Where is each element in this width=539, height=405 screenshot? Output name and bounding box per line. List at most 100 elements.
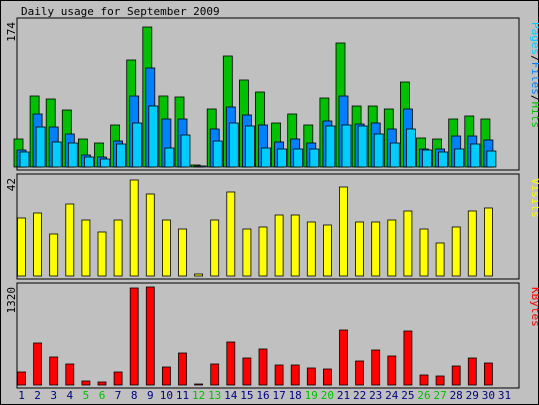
x-tick-label: 19 [305,389,318,402]
x-tick-label: 12 [192,389,205,402]
legend: Pages/Files/Hits [529,22,539,128]
bar-pages [357,125,368,168]
x-tick-label: 20 [321,389,334,402]
x-tick-label: 16 [256,389,269,402]
y-max-label: 174 [5,22,18,42]
legend-entry: Pages [529,22,539,55]
chart-title: Daily usage for September 2009 [21,5,220,18]
x-tick-label: 22 [353,389,366,402]
x-tick-label: 21 [337,389,350,402]
bar-pages [164,147,175,168]
bar-pages [132,122,143,168]
legend-entry: / [529,95,539,102]
bar-pages [454,148,465,168]
bar-visits [178,228,187,277]
bar-pages [196,165,207,168]
x-tick-label: 29 [466,389,479,402]
bar-kbytes [97,381,107,386]
bar-kbytes [467,357,477,386]
y-max-label: 42 [5,178,18,191]
bar-kbytes [161,366,171,386]
x-tick-label: 2 [34,389,41,402]
bar-pages [341,124,352,168]
legend: KBytes [529,287,539,327]
x-tick-label: 31 [498,389,511,402]
bar-kbytes [419,374,429,386]
bar-kbytes [483,362,493,386]
bar-pages [35,126,46,168]
bar-visits [467,210,477,277]
bar-kbytes [210,363,220,386]
x-tick-label: 1 [18,389,25,402]
bar-kbytes [178,352,187,386]
bar-visits [81,219,91,277]
bar-kbytes [451,365,461,386]
bar-visits [17,217,26,277]
x-tick-label: 11 [176,389,189,402]
bar-kbytes [242,357,252,386]
bar-visits [145,193,155,277]
bar-pages [373,133,384,168]
bar-visits [355,221,365,277]
bar-pages [261,147,271,168]
bar-visits [339,186,348,277]
bar-kbytes [387,355,397,386]
bar-visits [403,210,413,277]
x-tick-label: 8 [131,389,138,402]
bar-pages [244,125,255,168]
bar-pages [438,151,449,168]
bar-pages [148,105,159,168]
bar-pages [100,158,110,168]
bar-visits [33,212,42,277]
legend-entry: Files [529,62,539,95]
bar-visits [242,228,252,277]
bar-kbytes [435,375,445,386]
bar-kbytes [290,364,300,386]
bar-visits [387,219,397,277]
bar-visits [306,221,316,277]
x-tick-label: 26 [417,389,430,402]
bar-pages [470,143,481,168]
bar-visits [483,207,493,277]
bar-kbytes [403,330,413,386]
x-tick-label: 6 [99,389,106,402]
bar-pages [309,148,320,168]
bar-pages [325,125,336,168]
x-tick-label: 23 [369,389,382,402]
legend-entry: KBytes [529,287,539,327]
bar-pages [180,134,191,168]
bar-kbytes [17,371,26,386]
bar-visits [210,219,220,277]
bar-kbytes [355,360,365,386]
bar-pages [422,149,432,168]
bar-pages [84,156,94,168]
bar-kbytes [371,349,381,386]
x-tick-label: 25 [401,389,414,402]
bar-visits [113,219,123,277]
bar-kbytes [226,341,236,386]
x-tick-label: 28 [450,389,463,402]
bar-pages [293,148,304,168]
bar-pages [228,122,239,168]
legend-entry: Hits [529,102,539,129]
x-tick-label: 3 [50,389,57,402]
bar-kbytes [145,286,155,386]
panel-border [16,282,520,389]
bar-kbytes [81,380,91,386]
bar-kbytes [274,364,284,386]
y-max-label: 1320 [5,287,18,314]
bar-kbytes [49,356,59,386]
x-tick-label: 24 [385,389,399,402]
x-tick-label: 30 [482,389,495,402]
bar-pages [67,142,78,168]
bar-pages [19,151,30,168]
bar-pages [116,143,126,168]
bar-visits [290,214,300,277]
bar-pages [51,141,62,168]
x-tick-label: 10 [160,389,173,402]
bar-kbytes [113,371,123,386]
legend-entry: Visits [529,178,539,218]
bar-visits [161,219,171,277]
